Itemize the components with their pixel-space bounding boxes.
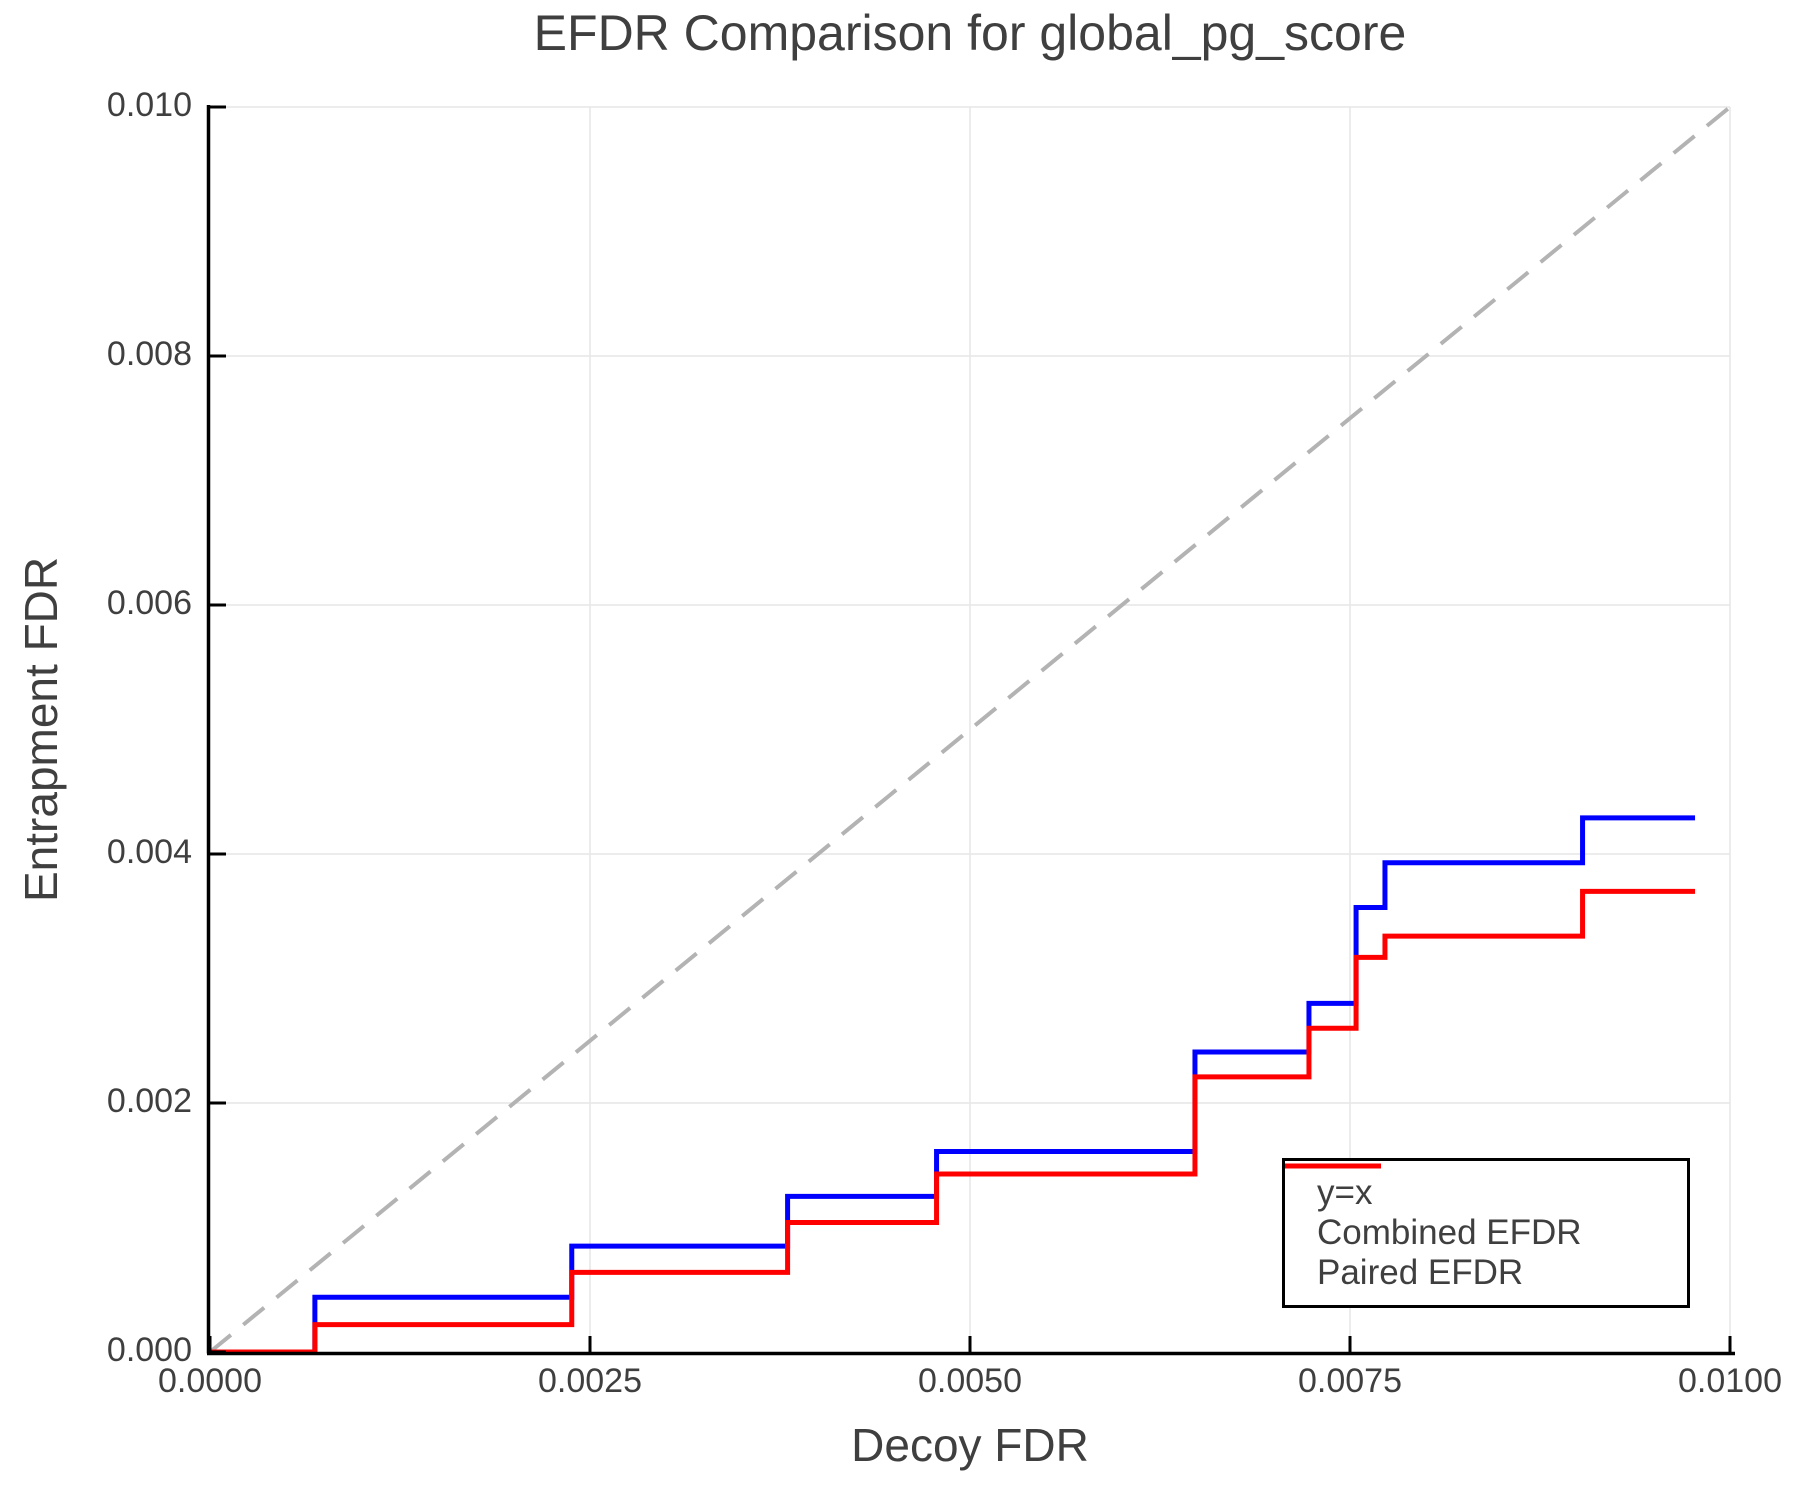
legend-entry-label: Combined EFDR <box>1317 1213 1582 1252</box>
y-axis-tick-label: 0.006 <box>106 584 192 622</box>
legend-entry-label: y=x <box>1317 1173 1373 1212</box>
x-axis-tick-label: 0.0075 <box>1298 1362 1402 1400</box>
y-axis-tick-label: 0.002 <box>106 1082 192 1120</box>
identity-line <box>208 105 1732 1354</box>
chart-title: EFDR Comparison for global_pg_score <box>533 5 1407 61</box>
legend-entry: Combined EFDR <box>1285 1163 1687 1252</box>
legend-entry-label: Paired EFDR <box>1317 1253 1524 1292</box>
y-axis-label: Entrapment FDR <box>15 556 67 903</box>
y-axis-tick-label: 0.000 <box>106 1331 192 1369</box>
x-axis-tick-label: 0.0000 <box>158 1362 262 1400</box>
x-axis-tick-label: 0.0050 <box>918 1362 1022 1400</box>
legend: y=x Combined EFDR Paired EFDR <box>1282 1158 1690 1308</box>
legend-entry: Paired EFDR <box>1285 1163 1687 1292</box>
legend-entry: y=x <box>1285 1163 1687 1212</box>
x-axis-tick-label: 0.0025 <box>538 1362 642 1400</box>
legend-line-sample <box>1285 1163 1381 1169</box>
x-axis-label: Decoy FDR <box>851 1419 1089 1471</box>
y-axis-tick-label: 0.008 <box>106 335 192 373</box>
y-axis-tick-label: 0.010 <box>106 86 192 124</box>
y-axis-tick-label: 0.004 <box>106 833 192 871</box>
paired-efdr-line <box>210 888 1696 1355</box>
x-axis-tick-label: 0.0100 <box>1678 1362 1782 1400</box>
